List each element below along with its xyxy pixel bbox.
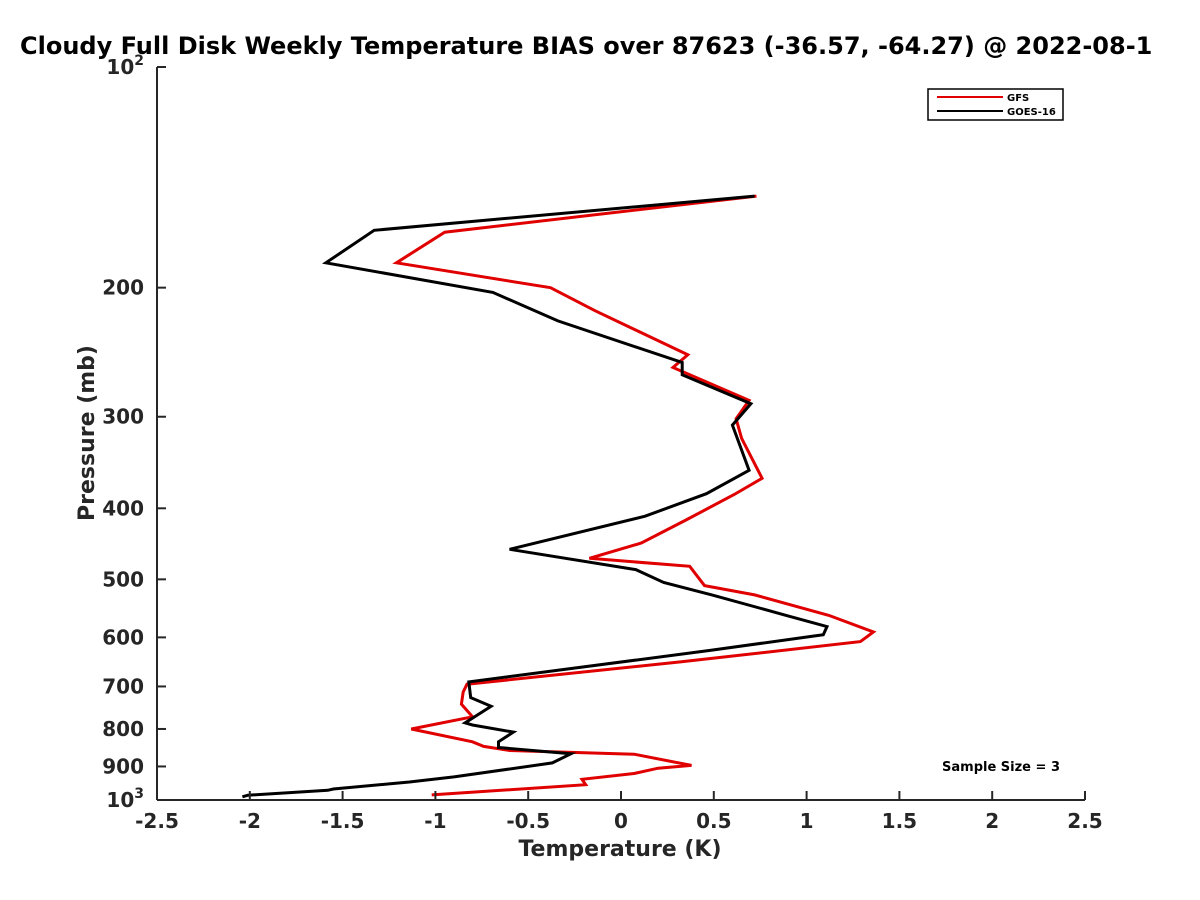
x-tick-label: -1: [424, 809, 446, 833]
legend-box: [927, 88, 1064, 121]
x-tick-label: -2.5: [135, 809, 179, 833]
y-tick-label: 103: [106, 786, 144, 812]
x-tick-label: 0: [614, 809, 628, 833]
sample-size-annotation: Sample Size = 3: [942, 760, 1060, 775]
series-layer: [241, 194, 877, 799]
x-axis-ticks: -2.5 -2 -1.5 -1 -0.5 0 0.5 1 1.5 2 2.5: [135, 791, 1103, 833]
x-tick-label: 2: [985, 809, 999, 833]
legend-label-goes16: GOES-16: [1007, 107, 1056, 118]
x-axis-title: Temperature (K): [518, 837, 721, 862]
x-tick-label: -0.5: [506, 809, 550, 833]
y-axis-title: Pressure (mb): [75, 345, 100, 521]
y-tick-label: 200: [102, 276, 144, 300]
x-tick-label: -1.5: [321, 809, 365, 833]
x-tick-label: 1.5: [882, 809, 917, 833]
y-tick-label: 800: [102, 717, 144, 741]
legend: GFS GOES-16: [927, 88, 1064, 121]
y-axis-ticks: 102 200 300 400 500 600 700 800 900 103: [102, 53, 166, 812]
y-tick-label: 400: [102, 496, 144, 520]
series-line-gfs: [392, 194, 877, 797]
legend-label-gfs: GFS: [1007, 93, 1029, 104]
x-tick-label: 1: [800, 809, 814, 833]
x-tick-label: 2.5: [1067, 809, 1102, 833]
y-tick-label: 600: [102, 625, 144, 649]
chart-title: Cloudy Full Disk Weekly Temperature BIAS…: [20, 32, 1152, 60]
y-tick-label: 700: [102, 674, 144, 698]
series-line-goes16: [241, 194, 830, 799]
y-tick-label: 500: [102, 567, 144, 591]
x-tick-label: -2: [239, 809, 261, 833]
y-tick-label: 300: [102, 405, 144, 429]
x-tick-label: 0.5: [696, 809, 731, 833]
y-tick-label: 900: [102, 754, 144, 778]
y-tick-label: 102: [106, 53, 144, 79]
